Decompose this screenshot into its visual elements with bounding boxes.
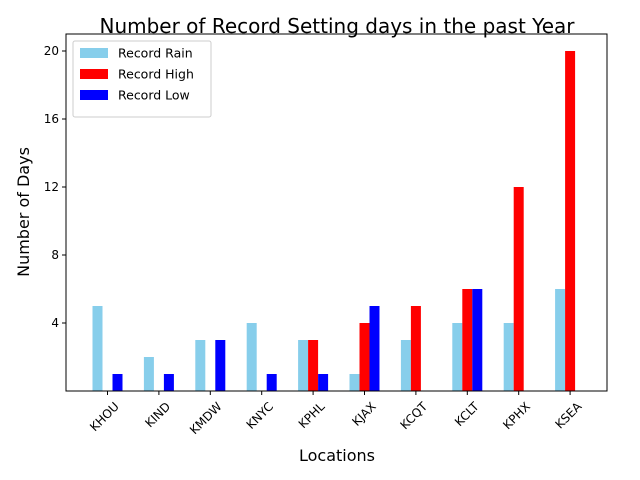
y-tick-label: 12 [44,180,59,194]
bar-record-low-khou [113,374,123,391]
bar-record-high-kjax [360,323,370,391]
bar-record-low-knyc [267,374,277,391]
bar-record-low-kind [164,374,174,391]
y-tick-label: 16 [44,112,59,126]
y-tick-label: 4 [51,316,59,330]
bar-record-rain-knyc [247,323,257,391]
bar-record-rain-kphx [504,323,514,391]
bar-record-rain-kphl [298,340,308,391]
bar-record-high-kphx [514,187,524,391]
bar-record-rain-kjax [350,374,360,391]
y-tick-label: 8 [51,248,59,262]
bar-record-high-ksea [565,51,575,391]
bar-record-high-kphl [308,340,318,391]
bar-record-high-kclt [462,289,472,391]
legend-swatch-record-low [80,90,108,100]
legend: Record Rain Record High Record Low [73,41,211,117]
y-axis-label: Number of Days [14,147,33,277]
bar-record-low-kclt [472,289,482,391]
bar-record-rain-kmdw [195,340,205,391]
legend-label: Record Rain [118,46,193,61]
bar-record-low-kjax [370,306,380,391]
bar-record-low-kphl [318,374,328,391]
legend-label: Record Low [118,88,190,103]
legend-swatch-record-rain [80,48,108,58]
bar-record-rain-kind [144,357,154,391]
legend-swatch-record-high [80,69,108,79]
x-axis-label: Locations [299,446,375,465]
bar-record-low-kmdw [215,340,225,391]
bar-record-rain-kclt [452,323,462,391]
bar-record-rain-kcqt [401,340,411,391]
bar-record-rain-ksea [555,289,565,391]
bar-record-rain-khou [93,306,103,391]
y-tick-label: 20 [44,44,59,58]
legend-label: Record High [118,67,194,82]
bar-record-high-kcqt [411,306,421,391]
